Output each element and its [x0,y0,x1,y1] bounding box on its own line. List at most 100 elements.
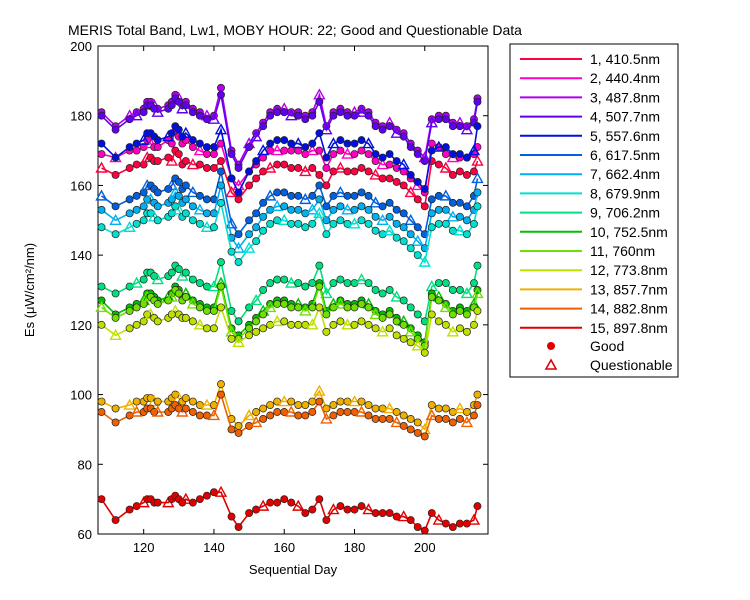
good-marker [343,191,352,200]
good-marker [153,143,162,152]
good-marker [357,317,366,326]
good-marker [385,198,394,207]
questionable-marker [299,192,312,205]
good-marker [174,289,183,298]
plot-area [97,45,489,535]
good-marker [273,108,282,117]
questionable-marker [453,224,467,236]
legend-label: 13, 857.7nm [590,281,668,297]
good-marker [371,415,380,423]
good-marker [97,282,106,291]
questionable-marker [270,314,284,327]
good-marker [294,401,303,409]
good-marker [315,129,324,138]
good-marker [406,425,415,434]
questionable-marker [225,185,238,198]
questionable-marker [165,154,178,166]
questionable-marker [270,144,284,156]
good-marker [195,160,204,169]
legend: 1, 410.5nm 2, 440.4nm 3, 487.8nm 4, 507.7nm… [509,43,679,378]
good-marker [195,219,204,228]
good-marker [364,303,373,312]
good-marker [399,132,408,141]
questionable-marker [439,161,453,173]
questionable-marker [341,318,354,330]
x-axis-label: Sequential Day [249,562,338,577]
questionable-marker [376,213,389,225]
questionable-marker [404,325,417,337]
good-marker [406,143,415,152]
good-marker [441,279,450,287]
questionable-marker [369,196,382,208]
good-marker [357,164,366,172]
good-marker [97,205,106,214]
series-5 [97,122,482,197]
good-marker [195,279,204,287]
questionable-marker [341,203,354,215]
good-marker [399,209,408,218]
good-marker [441,205,450,214]
good-marker [420,526,429,535]
good-marker [294,303,303,312]
legend-label: 1, 410.5nm [590,51,660,67]
good-marker [153,157,162,165]
questionable-marker [460,416,474,428]
good-marker [322,516,331,525]
good-marker [234,523,243,531]
good-marker [420,432,429,441]
good-marker [392,233,401,242]
legend-good-marker [547,342,555,350]
questionable-marker [249,416,263,428]
good-marker [202,143,211,152]
good-marker [473,390,482,399]
good-marker [455,122,464,131]
legend-label: 4, 507.7nm [590,109,660,125]
good-marker [234,258,243,267]
good-marker [174,97,183,106]
good-marker [441,404,450,413]
questionable-marker [313,206,326,219]
good-marker [188,136,197,145]
y-tick-label: 80 [78,457,92,472]
good-marker [378,174,387,183]
questionable-marker [313,384,326,396]
questionable-marker [397,158,410,170]
good-marker [181,195,190,204]
good-marker [392,219,401,228]
good-marker [195,191,204,200]
good-marker [434,317,443,326]
good-marker [434,115,443,124]
questionable-marker [95,300,108,313]
series-line [100,491,479,532]
good-marker [371,404,380,413]
questionable-marker [186,158,200,170]
good-marker [385,310,394,319]
good-marker [111,171,120,179]
good-marker [308,111,317,120]
good-marker [132,303,141,312]
good-marker [455,150,464,159]
legend-label: 10, 752.5nm [590,224,668,240]
good-marker [245,509,254,518]
good-marker [371,286,380,294]
questionable-marker [130,109,143,121]
good-marker [245,303,254,312]
good-marker [473,122,482,131]
good-marker [188,202,197,211]
good-marker [413,310,422,319]
good-marker [473,261,482,270]
good-marker [139,216,148,225]
good-marker [364,111,373,120]
good-marker [455,286,464,294]
good-marker [364,411,373,420]
questionable-marker [285,276,298,288]
questionable-marker [306,203,319,215]
good-marker [181,268,190,277]
good-marker [308,303,317,312]
questionable-marker [207,409,221,421]
good-marker [111,202,120,211]
good-marker [167,129,176,138]
good-marker [280,108,289,117]
good-marker [273,275,282,284]
good-marker [413,428,422,437]
